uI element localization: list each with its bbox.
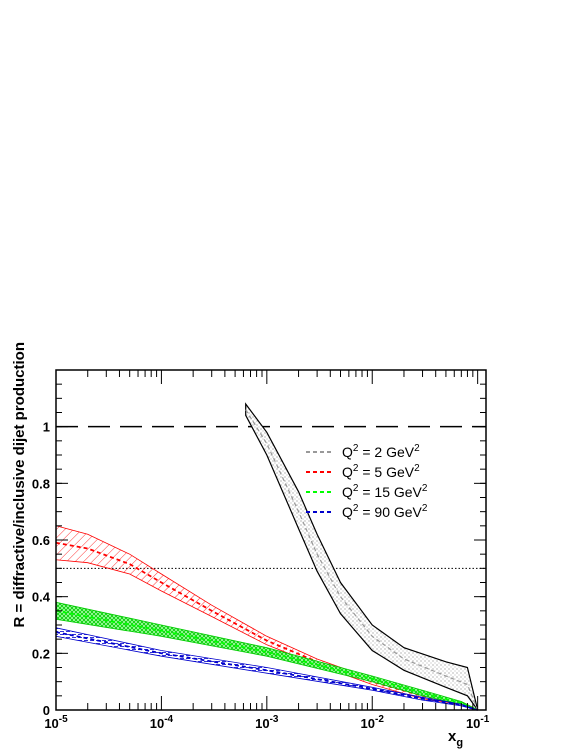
x-tick-exponent: -1 [480, 714, 489, 725]
series-line-3 [55, 631, 478, 711]
y-tick-label: 0.2 [32, 646, 50, 661]
y-tick-label: 0 [43, 703, 50, 718]
series-line-0 [245, 409, 479, 711]
x-tick-exponent: -5 [59, 714, 68, 725]
x-tick-label: 10-3 [255, 714, 279, 731]
x-tick-label: 10-5 [44, 714, 68, 731]
legend-label-1: Q2 = 5 GeV2 [342, 463, 420, 480]
x-axis-label-main: x [448, 728, 457, 745]
x-tick-label: 10-4 [150, 714, 174, 731]
x-axis-label: xg [448, 728, 463, 749]
x-tick-exponent: -2 [375, 714, 384, 725]
x-tick-base: 10 [361, 716, 375, 731]
x-tick-base: 10 [255, 716, 269, 731]
x-tick-label: 10-1 [466, 714, 490, 731]
x-tick-label: 10-2 [361, 714, 385, 731]
series-line-2 [55, 609, 479, 711]
y-tick-label: 0.6 [32, 533, 50, 548]
legend-label-3: Q2 = 90 GeV2 [342, 503, 428, 520]
x-tick-base: 10 [44, 716, 58, 731]
x-tick-base: 10 [150, 716, 164, 731]
y-tick-label: 0.8 [32, 476, 50, 491]
y-tick-label: 1 [43, 420, 50, 435]
legend-label-2: Q2 = 15 GeV2 [342, 483, 428, 500]
y-tick-label: 0.4 [32, 590, 51, 605]
x-tick-exponent: -3 [270, 714, 279, 725]
x-tick-base: 10 [466, 716, 480, 731]
legend: Q2 = 2 GeV2 Q2 = 5 GeV2 Q2 = 15 GeV2 Q2 = 9… [306, 443, 428, 520]
series-band-0 [245, 402, 479, 711]
series-line-1 [55, 541, 479, 711]
x-tick-exponent: -4 [164, 714, 173, 725]
plot-area [55, 402, 486, 711]
legend-label-0: Q2 = 2 GeV2 [342, 443, 420, 460]
y-axis-label: R = diffractive/inclusive dijet producti… [11, 342, 28, 627]
x-axis-label-sub: g [456, 737, 463, 749]
